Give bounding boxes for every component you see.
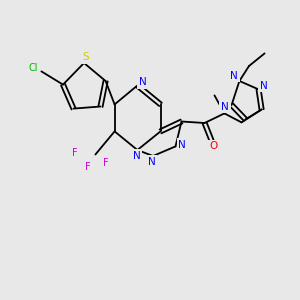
Text: F: F [72, 148, 77, 158]
Text: N: N [148, 157, 155, 167]
Text: F: F [85, 162, 90, 172]
Text: N: N [260, 81, 268, 91]
Text: Cl: Cl [28, 63, 38, 73]
Text: N: N [139, 77, 147, 87]
Text: S: S [82, 52, 89, 62]
Text: O: O [209, 141, 217, 152]
Text: F: F [103, 158, 108, 168]
Text: N: N [221, 102, 229, 112]
Text: N: N [230, 70, 238, 81]
Text: N: N [178, 140, 186, 150]
Text: N: N [133, 151, 141, 161]
